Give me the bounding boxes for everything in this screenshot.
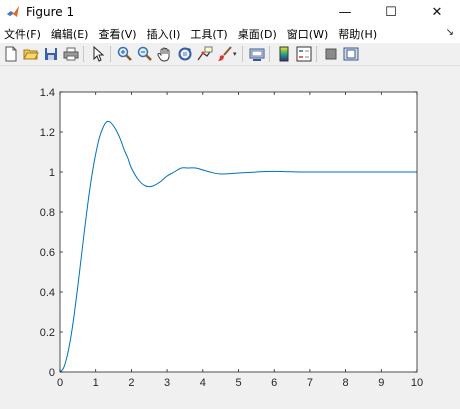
figure-toolbar: ▾ xyxy=(0,43,460,66)
x-tick-label: 5 xyxy=(235,377,241,389)
y-tick-label: 0.2 xyxy=(40,327,55,339)
brush-dropdown-icon[interactable]: ▾ xyxy=(233,50,239,58)
toolbar-separator xyxy=(110,46,111,62)
y-tick-label: 1 xyxy=(49,167,55,179)
axes-background xyxy=(60,92,417,372)
title-bar[interactable]: Figure 1 — ☐ ✕ xyxy=(0,0,460,24)
brush-icon[interactable] xyxy=(216,45,234,63)
menu-bar: 文件(F) 编辑(E) 查看(V) 插入(I) 工具(T) 桌面(D) 窗口(W… xyxy=(0,24,460,43)
legend-icon[interactable] xyxy=(295,45,313,63)
menu-edit[interactable]: 编辑(E) xyxy=(46,26,94,42)
menu-tools[interactable]: 工具(T) xyxy=(185,26,232,42)
save-icon[interactable] xyxy=(42,45,60,63)
maximize-icon: ☐ xyxy=(385,5,397,20)
y-tick-label: 1.2 xyxy=(40,127,55,139)
hide-plot-tools-icon[interactable] xyxy=(322,45,340,63)
minimize-button[interactable]: — xyxy=(322,0,368,24)
x-tick-label: 7 xyxy=(307,377,313,389)
axes-plot[interactable]: 0 1 2 3 4 5 6 7 8 9 10 0 0.2 0.4 0.6 0.8 1 1.2 1.4 xyxy=(0,66,460,409)
x-tick-label: 8 xyxy=(343,377,349,389)
toolbar-separator xyxy=(316,46,317,62)
toolbar-separator xyxy=(242,46,243,62)
show-plot-tools-icon[interactable] xyxy=(342,45,360,63)
close-icon: ✕ xyxy=(432,5,443,20)
y-tick-label: 0.8 xyxy=(40,207,55,219)
zoom-out-icon[interactable] xyxy=(136,45,154,63)
menu-help[interactable]: 帮助(H) xyxy=(333,26,382,42)
open-file-icon[interactable] xyxy=(22,45,40,63)
x-tick-label: 4 xyxy=(200,377,206,389)
y-tick-label: 0.4 xyxy=(40,287,55,299)
data-cursor-icon[interactable] xyxy=(196,45,214,63)
minimize-icon: — xyxy=(339,5,352,20)
close-button[interactable]: ✕ xyxy=(414,0,460,24)
maximize-button[interactable]: ☐ xyxy=(368,0,414,24)
pan-hand-icon[interactable] xyxy=(156,45,174,63)
menu-view[interactable]: 查看(V) xyxy=(93,26,141,42)
x-tick-label: 0 xyxy=(57,377,63,389)
rotate-3d-icon[interactable] xyxy=(176,45,194,63)
print-icon[interactable] xyxy=(62,45,80,63)
y-tick-label: 0.6 xyxy=(40,247,55,259)
pointer-icon[interactable] xyxy=(89,45,107,63)
x-tick-label: 2 xyxy=(128,377,134,389)
toolbar-separator xyxy=(269,46,270,62)
link-plot-icon[interactable] xyxy=(248,45,266,63)
menu-insert[interactable]: 插入(I) xyxy=(142,26,186,42)
menu-window[interactable]: 窗口(W) xyxy=(282,26,333,42)
x-tick-label: 1 xyxy=(93,377,99,389)
x-tick-label: 9 xyxy=(378,377,384,389)
zoom-in-icon[interactable] xyxy=(116,45,134,63)
dock-figure-icon[interactable]: ↘ xyxy=(446,27,454,38)
y-tick-label: 1.4 xyxy=(40,87,55,99)
x-tick-label: 6 xyxy=(271,377,277,389)
matlab-logo-icon xyxy=(6,5,20,19)
toolbar-separator xyxy=(83,46,84,62)
new-figure-icon[interactable] xyxy=(2,45,20,63)
x-tick-label: 3 xyxy=(164,377,170,389)
menu-file[interactable]: 文件(F) xyxy=(0,26,46,42)
y-tick-label: 0 xyxy=(49,367,55,379)
x-tick-label: 10 xyxy=(411,377,423,389)
figure-canvas[interactable]: 0 1 2 3 4 5 6 7 8 9 10 0 0.2 0.4 0.6 0.8 1 1.2 1.4 xyxy=(0,66,460,409)
menu-desktop[interactable]: 桌面(D) xyxy=(233,26,282,42)
window-title: Figure 1 xyxy=(26,5,74,19)
colorbar-icon[interactable] xyxy=(275,45,293,63)
